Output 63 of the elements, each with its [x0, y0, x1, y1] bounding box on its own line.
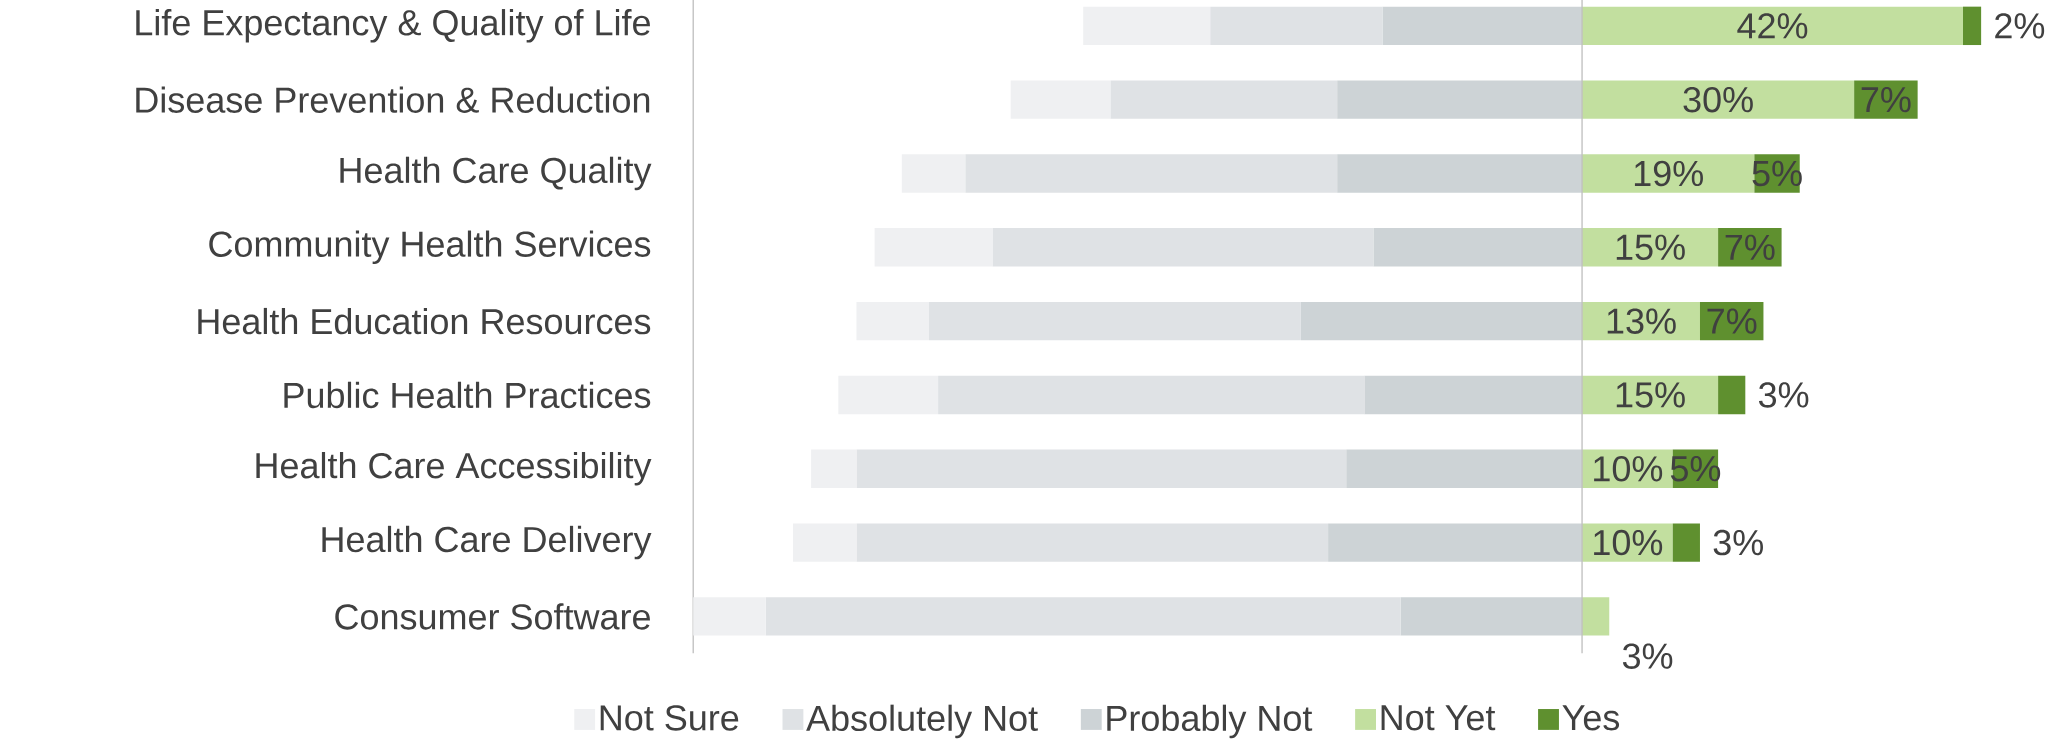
bar — [1400, 597, 1583, 636]
data-label: 7% — [1707, 308, 1757, 334]
y-tick-label: Life Expectancy & Quality of Life — [136, 9, 650, 43]
legend-label: Not Sure — [600, 705, 739, 731]
bar — [1337, 80, 1583, 119]
bar — [1582, 6, 1963, 46]
y-tick-label: Consumer Software — [335, 603, 650, 630]
data-label: 2% — [1995, 13, 2045, 39]
bar — [1582, 597, 1610, 636]
bar — [929, 301, 1301, 341]
data-label: 10% — [1594, 456, 1663, 482]
data-label: 30% — [1683, 86, 1753, 113]
data-label: 3% — [1622, 643, 1673, 669]
data-label: 15% — [1616, 382, 1685, 408]
bar — [1300, 301, 1583, 341]
legend-label: Not Yet — [1381, 705, 1496, 731]
y-tick-label: Health Care Accessibility — [256, 451, 652, 486]
bar — [874, 228, 993, 267]
data-label: 7% — [1861, 87, 1911, 113]
data-label: 3% — [1713, 529, 1763, 556]
bar — [1718, 375, 1746, 415]
bar — [1364, 375, 1583, 415]
bar — [1382, 6, 1583, 46]
bar — [1110, 80, 1338, 119]
bar — [1373, 228, 1583, 267]
bar — [1328, 523, 1583, 562]
bar — [1582, 80, 1855, 119]
legend-label: Yes — [1562, 705, 1620, 731]
data-label: 13% — [1607, 308, 1676, 334]
bar — [856, 301, 930, 341]
bar — [901, 154, 966, 193]
data-label: 10% — [1594, 529, 1663, 556]
bar — [965, 154, 1338, 193]
bar — [856, 523, 1329, 562]
bar — [838, 375, 939, 415]
bar — [938, 375, 1365, 415]
bar — [1337, 154, 1583, 193]
y-tick-label: Health Care Delivery — [322, 525, 652, 560]
y-tick-label: Public Health Practices — [284, 381, 651, 409]
bar — [1210, 6, 1383, 46]
bar — [792, 523, 857, 562]
y-tick-label: Disease Prevention & Reduction — [136, 86, 650, 113]
bar — [693, 597, 766, 636]
y-tick-label: Community Health Services — [209, 230, 651, 265]
bar — [765, 597, 1401, 636]
data-label: 19% — [1634, 160, 1703, 187]
y-tick-label: Health Education Resources — [198, 307, 651, 335]
data-label: 3% — [1758, 382, 1809, 408]
data-label: 42% — [1737, 13, 1808, 39]
bar — [811, 449, 857, 488]
bar — [1582, 228, 1719, 267]
data-label: 7% — [1725, 234, 1775, 260]
bar — [856, 449, 1347, 488]
bar — [992, 228, 1374, 267]
bar — [1672, 523, 1700, 562]
legend-label: Probably Not — [1107, 704, 1313, 739]
legend-label: Absolutely Not — [806, 704, 1038, 739]
data-label: 15% — [1616, 234, 1685, 260]
bar — [1083, 6, 1211, 46]
y-tick-label: Health Care Quality — [340, 156, 652, 191]
bar — [1962, 6, 1982, 46]
bar — [1346, 449, 1583, 488]
bar — [1010, 80, 1111, 119]
